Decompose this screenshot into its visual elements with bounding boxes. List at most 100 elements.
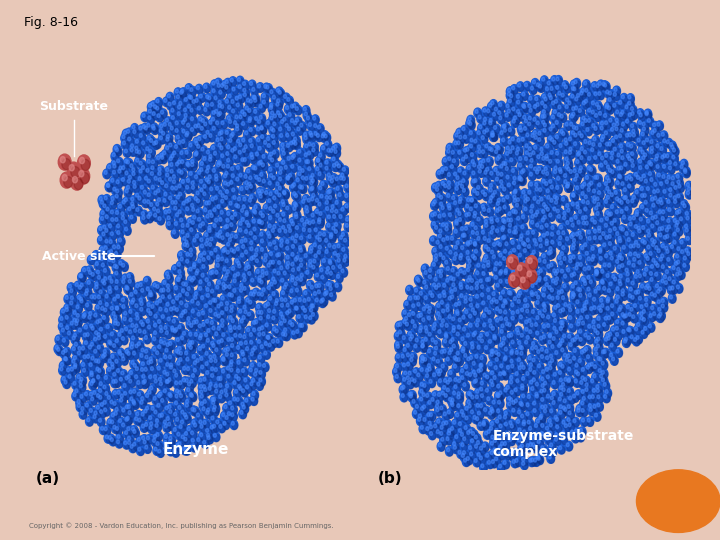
Circle shape [167,303,173,310]
Circle shape [520,454,526,461]
Circle shape [246,251,251,258]
Circle shape [493,113,499,120]
Circle shape [147,170,153,177]
Circle shape [559,237,565,244]
Circle shape [85,289,89,293]
Circle shape [199,388,206,398]
Circle shape [342,208,348,215]
Circle shape [507,387,513,394]
Circle shape [575,174,578,178]
Circle shape [402,355,408,362]
Circle shape [543,287,546,291]
Circle shape [524,305,530,312]
Circle shape [225,349,230,356]
Circle shape [466,277,473,287]
Circle shape [225,285,231,293]
Circle shape [132,337,138,344]
Circle shape [633,258,636,261]
Circle shape [139,298,143,302]
Circle shape [176,395,181,402]
Circle shape [126,373,134,383]
Circle shape [612,123,616,127]
Circle shape [248,266,253,273]
Circle shape [470,279,474,282]
Circle shape [636,228,644,237]
Circle shape [246,213,252,221]
Circle shape [594,366,600,373]
Circle shape [123,317,126,321]
Circle shape [435,278,441,286]
Circle shape [135,304,138,308]
Circle shape [441,170,444,174]
Circle shape [492,134,498,141]
Circle shape [115,293,123,302]
Circle shape [639,147,642,151]
Circle shape [446,308,449,312]
Circle shape [208,119,215,129]
Circle shape [216,258,220,262]
Circle shape [114,216,122,226]
Circle shape [428,317,434,325]
Circle shape [573,338,576,341]
Circle shape [629,244,632,248]
Circle shape [210,360,216,367]
Circle shape [122,216,125,220]
Circle shape [540,113,548,123]
Circle shape [309,316,312,320]
Circle shape [233,274,236,278]
Circle shape [657,173,660,177]
Circle shape [516,137,523,146]
Circle shape [72,354,80,364]
Circle shape [220,91,225,98]
Circle shape [517,96,523,103]
Circle shape [611,221,613,225]
Circle shape [656,189,660,193]
Circle shape [490,422,494,426]
Circle shape [527,336,533,343]
Circle shape [199,160,207,170]
Circle shape [667,192,675,201]
Circle shape [142,198,149,207]
Circle shape [313,130,320,140]
Circle shape [155,431,163,441]
Circle shape [588,93,594,100]
Circle shape [645,208,648,212]
Circle shape [291,164,294,168]
Circle shape [214,225,220,232]
Circle shape [492,242,495,246]
Circle shape [642,127,645,131]
Circle shape [549,136,557,146]
Circle shape [480,365,485,372]
Circle shape [660,199,665,206]
Circle shape [176,278,179,281]
Circle shape [536,184,541,191]
Circle shape [537,84,543,91]
Circle shape [552,313,556,317]
Circle shape [187,368,193,375]
Circle shape [600,218,603,222]
Circle shape [498,260,505,270]
Circle shape [95,282,98,286]
Circle shape [163,97,171,106]
Circle shape [406,343,409,347]
Circle shape [642,174,645,178]
Circle shape [207,307,215,316]
Circle shape [112,169,119,178]
Circle shape [542,110,546,113]
Circle shape [89,271,91,274]
Circle shape [442,392,448,399]
Circle shape [516,298,523,308]
Circle shape [246,220,248,224]
Circle shape [593,298,595,301]
Circle shape [452,151,458,159]
Circle shape [113,426,116,429]
Circle shape [230,316,235,324]
Circle shape [117,190,122,197]
Circle shape [99,396,105,403]
Circle shape [665,233,672,242]
Circle shape [595,207,601,214]
Circle shape [271,133,278,143]
Circle shape [649,325,655,332]
Circle shape [606,255,611,262]
Circle shape [186,241,192,248]
